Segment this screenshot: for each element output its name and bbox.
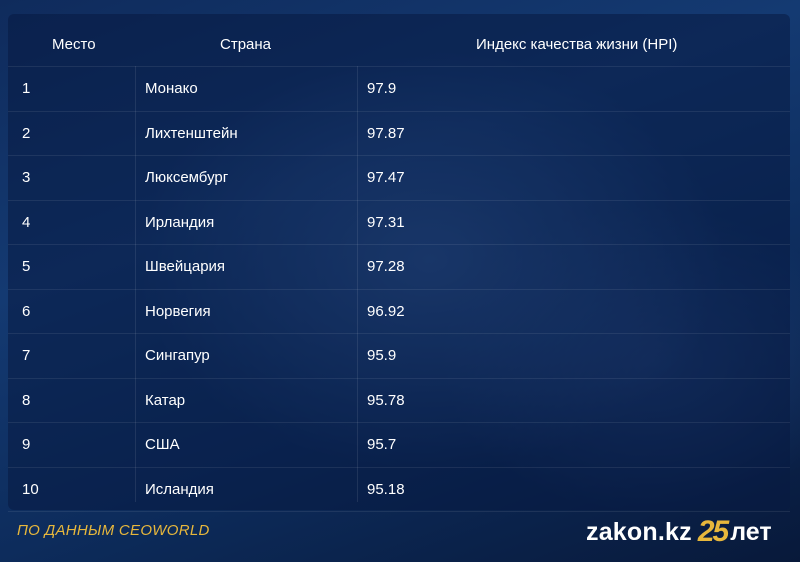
country-cell: Швейцария	[145, 258, 226, 275]
logo-anniversary-number: 25	[697, 515, 729, 548]
place-cell: 7	[22, 347, 31, 364]
table-header: Место Страна Индекс качества жизни (HPI)	[8, 14, 790, 66]
country-cell: Сингапур	[145, 347, 210, 364]
place-cell: 5	[22, 258, 31, 275]
table-row: 10 Исландия 95.18	[8, 466, 790, 512]
table-row: 7 Сингапур 95.9	[8, 333, 790, 378]
place-cell: 10	[22, 480, 39, 498]
place-cell: 6	[22, 302, 31, 320]
table-row: 5 Швейцария 97.28	[8, 244, 790, 289]
value-cell: 97.47	[367, 169, 405, 186]
value-cell: 95.9	[367, 347, 397, 364]
value-cell: 97.87	[367, 124, 405, 142]
table-row: 1 Монако 97.9	[8, 66, 790, 111]
header-country: Страна	[220, 36, 272, 53]
ranking-table: Место Страна Индекс качества жизни (HPI)…	[8, 14, 790, 512]
logo-suffix: лет	[730, 517, 772, 546]
place-cell: 9	[22, 436, 31, 453]
value-cell: 97.9	[367, 80, 397, 97]
table-row: 8 Катар 95.78	[8, 377, 790, 423]
logo-text: zakon.kz	[586, 517, 692, 546]
zakon-logo[interactable]: zakon.kz 25 лет	[586, 512, 772, 552]
value-cell: 97.28	[367, 258, 405, 275]
value-cell: 96.92	[367, 302, 405, 320]
country-cell: Исландия	[145, 480, 214, 498]
place-cell: 4	[22, 213, 31, 231]
place-cell: 8	[22, 391, 31, 409]
country-cell: Лихтенштейн	[145, 124, 238, 142]
header-place: Место	[52, 36, 96, 53]
table-body: 1 Монако 97.9 2 Лихтенштейн 97.87 3 Люкс…	[8, 66, 790, 512]
value-cell: 95.18	[367, 480, 405, 498]
header-index: Индекс качества жизни (HPI)	[476, 36, 678, 53]
place-cell: 2	[22, 124, 31, 142]
value-cell: 97.31	[367, 213, 405, 231]
place-cell: 3	[22, 169, 31, 186]
value-cell: 95.7	[367, 436, 397, 453]
country-cell: Ирландия	[145, 213, 215, 231]
value-cell: 95.78	[367, 391, 405, 409]
table-row: 6 Норвегия 96.92	[8, 288, 790, 334]
source-note: ПО ДАННЫМ CEOWORLD	[17, 522, 210, 539]
table-row: 2 Лихтенштейн 97.87	[8, 110, 790, 156]
table-row: 9 США 95.7	[8, 422, 790, 467]
country-cell: Норвегия	[145, 302, 211, 320]
table-row: 3 Люксембург 97.47	[8, 155, 790, 200]
country-cell: Монако	[145, 80, 198, 97]
column-divider	[135, 66, 136, 502]
place-cell: 1	[22, 80, 31, 97]
country-cell: Люксембург	[145, 169, 229, 186]
country-cell: США	[145, 436, 180, 453]
country-cell: Катар	[145, 391, 186, 409]
column-divider	[357, 66, 358, 502]
table-row: 4 Ирландия 97.31	[8, 199, 790, 245]
